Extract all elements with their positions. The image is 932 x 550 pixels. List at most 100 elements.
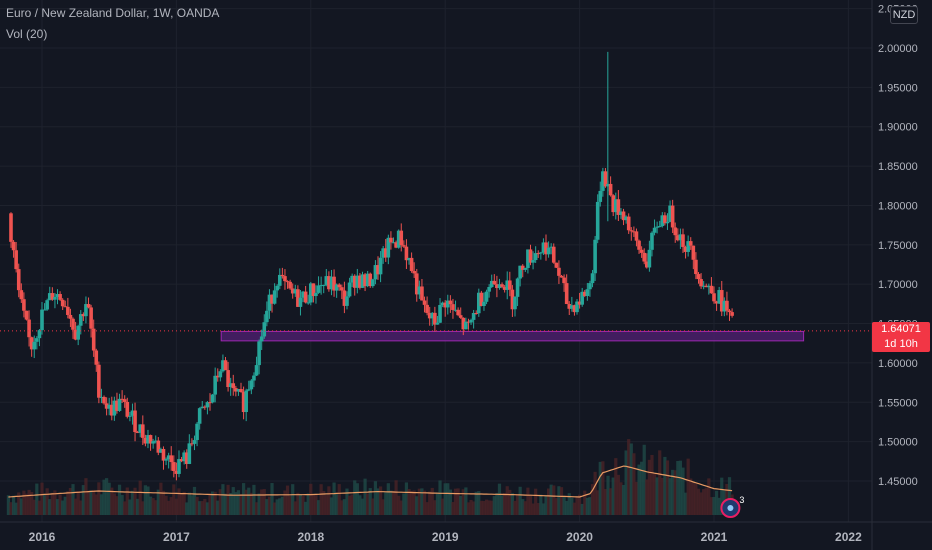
candle-body — [712, 293, 716, 302]
volume-bar — [187, 492, 191, 515]
volume-bar — [559, 487, 564, 515]
volume-bar — [425, 502, 429, 515]
support-zone — [220, 330, 805, 342]
candle-body — [414, 273, 419, 295]
volume-bar — [136, 498, 140, 515]
volume-bar — [389, 490, 393, 515]
candle-body — [520, 265, 525, 270]
volume-bar — [712, 496, 716, 515]
volume-bar — [314, 494, 318, 515]
candle-body — [9, 213, 13, 242]
candle-body — [45, 300, 49, 310]
volume-bar — [94, 494, 98, 515]
candle-body — [342, 290, 347, 306]
candle-body — [624, 216, 628, 221]
volume-bar — [148, 496, 153, 515]
volume-bar — [167, 500, 171, 515]
volume-bar — [11, 495, 16, 515]
candle-body — [402, 245, 406, 247]
volume-bar — [151, 498, 155, 515]
candle-body — [363, 274, 367, 287]
volume-bar — [536, 503, 540, 515]
candle-body — [582, 291, 587, 296]
volume-bar — [702, 489, 706, 515]
candle-body — [668, 205, 672, 222]
candle-body — [536, 253, 541, 255]
volume-bar — [120, 495, 124, 515]
volume-bar — [192, 486, 197, 515]
volume-bar — [156, 489, 160, 515]
volume-bar — [265, 499, 269, 515]
volume-bar — [397, 495, 401, 515]
y-tick-label: 1.90000 — [878, 122, 918, 134]
volume-bar — [169, 497, 173, 515]
volume-bar — [596, 490, 600, 515]
volume-bar — [185, 502, 189, 515]
candle-body — [192, 440, 197, 444]
volume-bar — [174, 498, 178, 515]
volume-indicator-label[interactable]: Vol (20) — [6, 27, 48, 41]
volume-bar — [81, 485, 85, 515]
candle-body — [492, 280, 497, 285]
volume-bar — [655, 477, 659, 515]
volume-bar — [521, 499, 525, 515]
volume-bar — [319, 484, 323, 515]
candle-body — [683, 246, 688, 252]
candle-body — [701, 285, 706, 287]
candle-body — [148, 435, 153, 444]
volume-bar — [324, 495, 328, 515]
volume-bar — [647, 459, 651, 515]
candle-body — [275, 285, 279, 291]
candle-body — [676, 235, 680, 241]
volume-bar — [373, 481, 378, 515]
candle-body — [187, 443, 192, 464]
candle-body — [533, 253, 538, 261]
candle-body — [458, 315, 463, 318]
candle-body — [53, 296, 57, 300]
volume-bar — [172, 484, 176, 515]
volume-bar — [549, 484, 553, 515]
currency-badge[interactable]: NZD — [890, 6, 918, 24]
candle-body — [97, 364, 101, 398]
volume-bar — [580, 503, 584, 515]
candle-body — [621, 211, 626, 221]
candle-body — [94, 350, 99, 365]
candle-body — [259, 336, 264, 342]
volume-bar — [676, 461, 680, 515]
volume-bar — [415, 496, 419, 515]
y-tick-label: 1.45000 — [878, 476, 918, 488]
candle-body — [453, 309, 458, 311]
volume-bar — [249, 492, 253, 515]
candle-body — [91, 328, 96, 351]
volume-bar — [275, 499, 279, 515]
volume-bar — [242, 483, 246, 515]
volume-bar — [464, 487, 468, 515]
candle-body — [603, 171, 608, 187]
symbol-title[interactable]: Euro / New Zealand Dollar, 1W, OANDA — [6, 6, 220, 20]
candle-body — [345, 296, 349, 306]
candle-body — [647, 249, 652, 268]
candle-body — [399, 230, 404, 246]
candle-body — [562, 277, 566, 284]
candle-body — [479, 292, 484, 306]
candle-body — [303, 291, 308, 303]
volume-bar — [704, 487, 708, 515]
volume-bar — [110, 487, 114, 515]
volume-bar — [665, 460, 670, 515]
candle-body — [699, 279, 703, 287]
volume-bar — [601, 461, 605, 515]
volume-bar — [288, 495, 292, 515]
volume-bar — [195, 496, 199, 515]
volume-bar — [621, 484, 626, 515]
candle-body — [24, 310, 29, 320]
candle-body — [241, 392, 246, 413]
volume-bar — [402, 493, 406, 515]
candle-body — [570, 305, 574, 309]
candle-body — [301, 291, 305, 298]
candle-body — [257, 341, 261, 366]
candle-body — [523, 267, 528, 270]
candle-body — [156, 440, 161, 453]
candle-body — [727, 310, 732, 313]
candle-body — [311, 283, 316, 297]
